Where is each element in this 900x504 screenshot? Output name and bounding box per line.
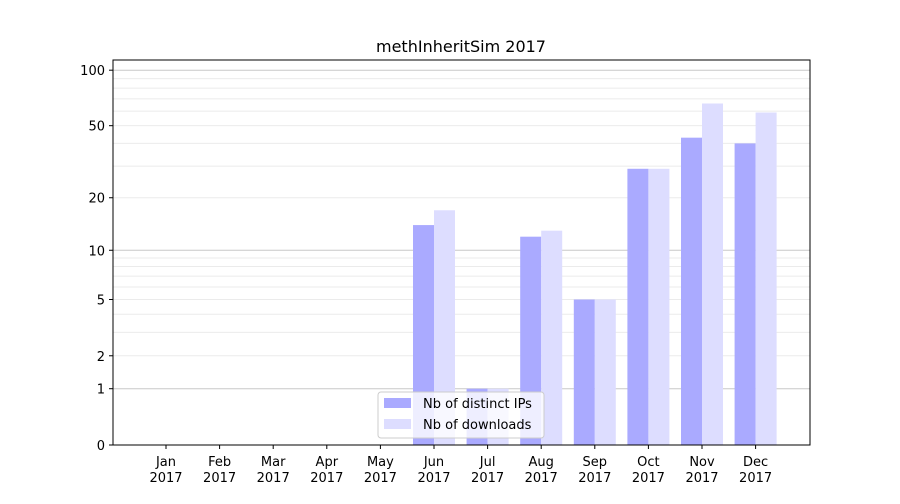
y-axis: 0 1 2 5 10 20 50 100 [80, 64, 113, 454]
x-tick-label-month: Apr [316, 455, 339, 470]
y-tick-label: 0 [97, 439, 105, 454]
bar-downloads [648, 168, 670, 445]
x-tick-label-month: Oct [637, 455, 659, 470]
x-tick-label-year: 2017 [685, 471, 718, 486]
y-tick-label: 5 [97, 293, 105, 308]
bar-distinct-ips [681, 137, 702, 445]
x-tick-label-month: May [367, 455, 394, 470]
y-tick-label: 100 [80, 64, 105, 79]
x-tick-label-year: 2017 [310, 471, 343, 486]
grid [113, 69, 810, 390]
x-tick-label-month: Jan [155, 455, 176, 470]
bar-downloads [702, 103, 723, 445]
x-tick-label-year: 2017 [525, 471, 558, 486]
bar-distinct-ips [573, 299, 595, 445]
bar-distinct-ips [627, 168, 649, 445]
y-tick-label: 1 [97, 383, 105, 398]
bar-downloads [755, 112, 777, 445]
legend-label: Nb of downloads [423, 418, 532, 433]
legend-label: Nb of distinct IPs [423, 397, 532, 412]
plot-frame [112, 59, 811, 446]
y-tick-label: 2 [97, 350, 105, 365]
x-tick-label-month: Mar [261, 455, 286, 470]
x-tick-label-month: Aug [529, 455, 554, 470]
x-tick-label-month: Feb [208, 455, 231, 470]
y-tick-label: 50 [88, 120, 105, 135]
x-tick-label-year: 2017 [632, 471, 665, 486]
x-tick-label-year: 2017 [739, 471, 772, 486]
bar-distinct-ips [413, 225, 434, 445]
x-tick-label-month: Nov [689, 455, 715, 470]
legend-box [377, 391, 545, 439]
bar-downloads [434, 210, 455, 445]
y-tick-label: 10 [88, 244, 105, 259]
bar-downloads [594, 299, 616, 445]
x-axis: Jan2017Feb2017Mar2017Apr2017May2017Jun20… [149, 445, 772, 486]
x-tick-label-year: 2017 [471, 471, 504, 486]
legend-swatch [384, 419, 411, 429]
x-tick-label-year: 2017 [417, 471, 450, 486]
chart-title: methInheritSim 2017 [376, 37, 546, 56]
x-tick-label-year: 2017 [364, 471, 397, 486]
x-tick-label-month: Sep [583, 455, 608, 470]
x-tick-label-year: 2017 [203, 471, 236, 486]
x-tick-label-year: 2017 [578, 471, 611, 486]
y-tick-label: 20 [88, 192, 105, 207]
bar-distinct-ips [734, 143, 756, 445]
x-tick-label-month: Dec [743, 455, 768, 470]
x-tick-label-month: Jun [423, 455, 444, 470]
x-tick-label-month: Jul [479, 455, 496, 470]
x-tick-label-year: 2017 [149, 471, 182, 486]
legend-swatch [384, 398, 411, 408]
x-tick-label-year: 2017 [257, 471, 290, 486]
legend: Nb of distinct IPs Nb of downloads [377, 391, 545, 439]
bar-downloads [541, 230, 563, 445]
